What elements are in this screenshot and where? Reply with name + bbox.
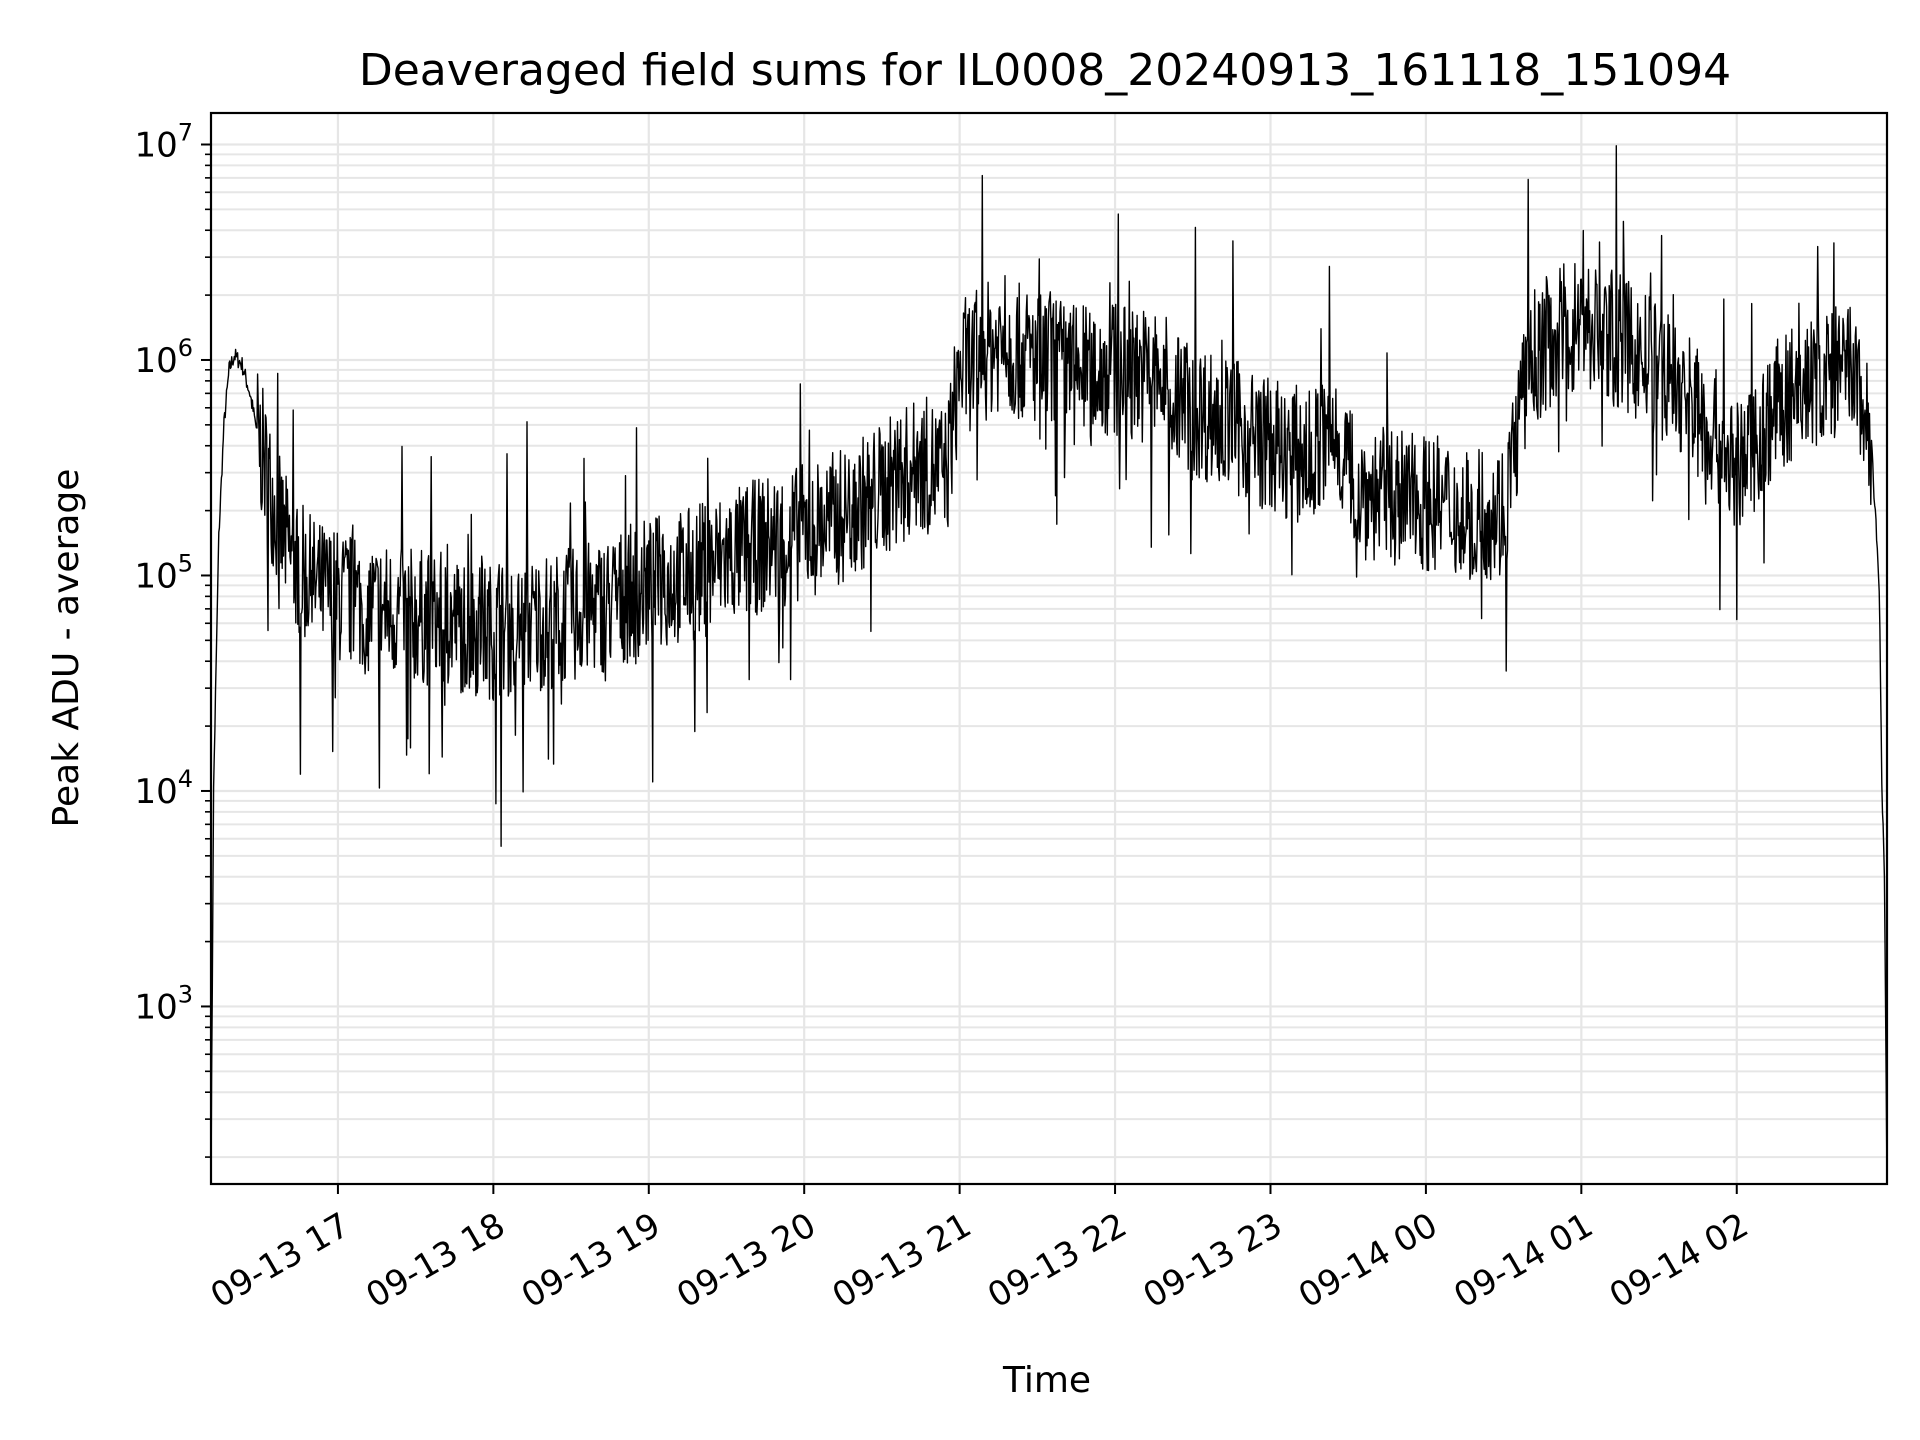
y-axis-label: Peak ADU - average [46,469,87,828]
y-axis: 103 104 105 106 107 [134,118,211,1158]
plot-frame [209,111,1889,1186]
series-line [211,145,1887,1184]
plot-area [209,111,1889,1186]
x-axis-label: Time [1002,1360,1091,1401]
y-tick-label: 103 [134,980,193,1027]
y-tick-label: 104 [134,765,193,812]
grid-minor [211,153,1887,1159]
chart-title: Deaveraged field sums for IL0008_2024091… [359,45,1731,96]
series-layer [211,145,1887,1184]
y-tick-label: 106 [134,334,193,381]
y-tick-label: 107 [134,118,193,165]
y-tick-label: 105 [134,549,193,596]
